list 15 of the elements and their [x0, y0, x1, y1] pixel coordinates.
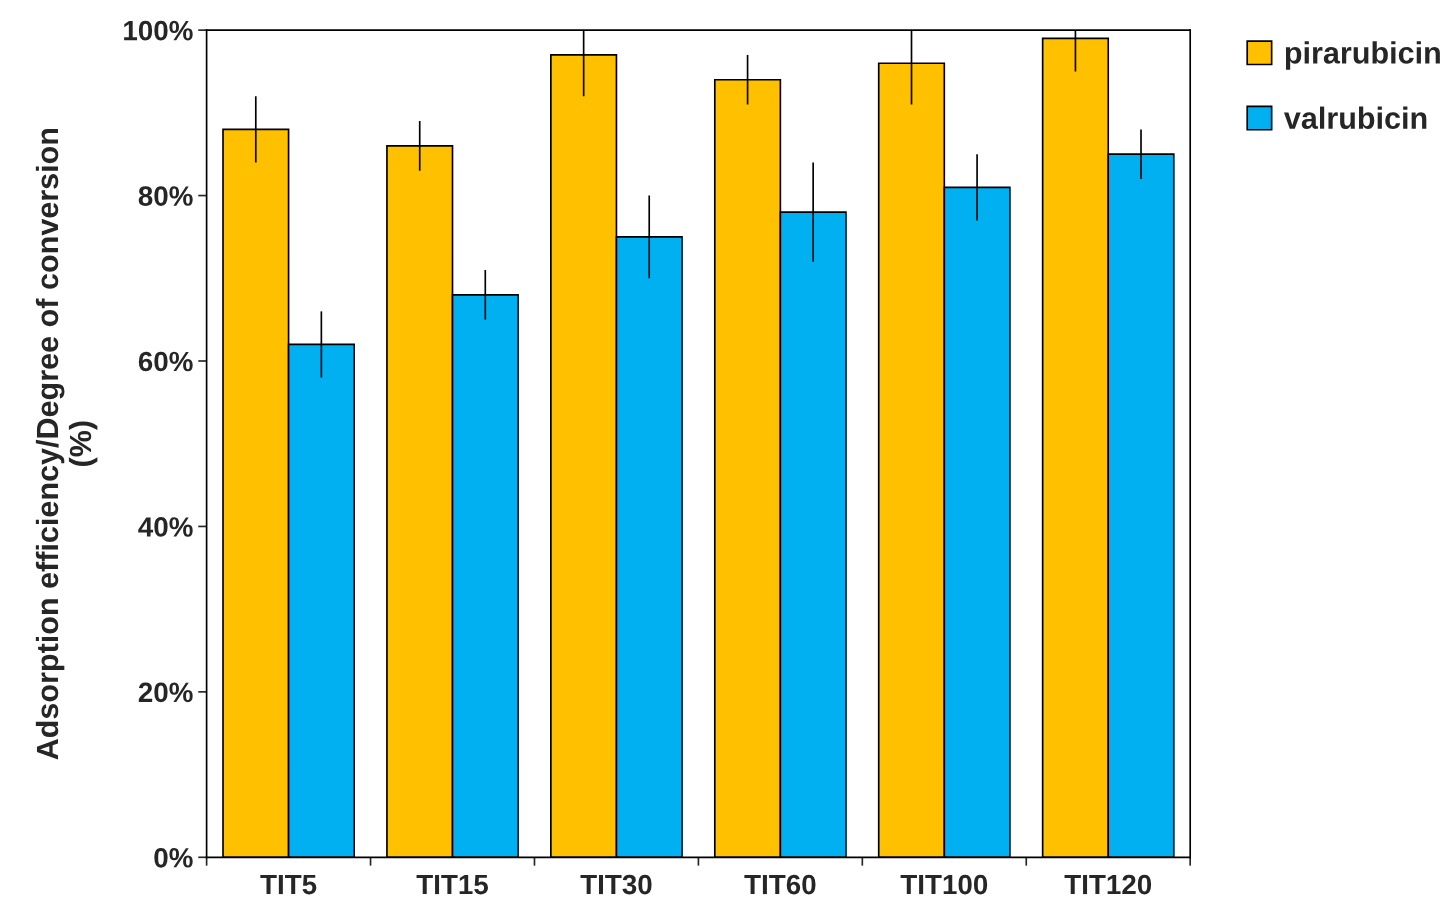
x-tick-label: TIT100 — [900, 874, 988, 895]
y-tick-label: 80% — [138, 186, 193, 206]
x-tick-label: TIT120 — [1064, 874, 1152, 895]
x-tick-label: TIT30 — [580, 874, 652, 895]
x-tick-label: TIT15 — [416, 874, 489, 895]
y-tick-label: 100% — [124, 20, 193, 41]
x-tick-label: TIT5 — [260, 874, 317, 895]
y-axis-title: Adsorption efficiency/Degree of conversion (%) — [35, 128, 98, 760]
y-tick-label: 20% — [138, 682, 193, 703]
y-tick-label: 40% — [138, 517, 193, 537]
x-tick-label: TIT60 — [744, 874, 816, 895]
y-tick-label: 60% — [138, 351, 193, 372]
y-tick-label: 0% — [154, 847, 193, 868]
legend-label: valrubicin — [1283, 106, 1427, 129]
legend-label: pirarubicin — [1285, 41, 1440, 70]
